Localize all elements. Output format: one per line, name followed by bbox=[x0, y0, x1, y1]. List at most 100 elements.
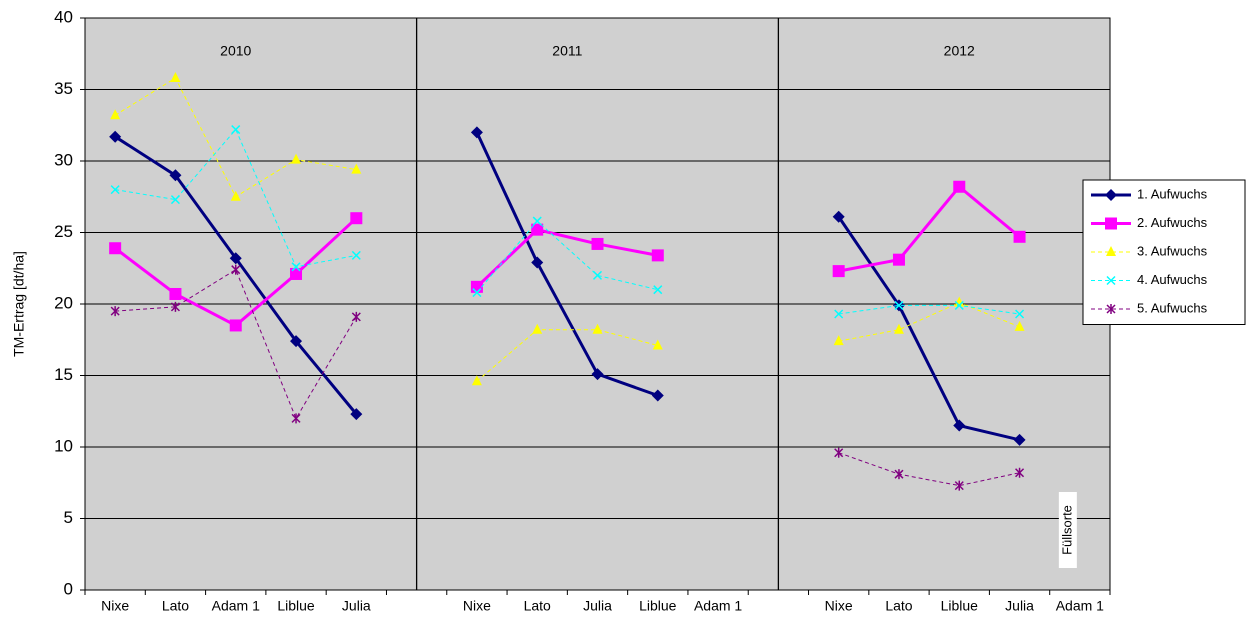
marker bbox=[833, 335, 844, 346]
marker bbox=[1106, 246, 1116, 256]
x-tick-label: Adam 1 bbox=[694, 598, 742, 614]
marker bbox=[591, 237, 604, 250]
x-tick-label: Nixe bbox=[825, 598, 853, 614]
x-tick-label: Lato bbox=[885, 598, 912, 614]
x-tick-label: Julia bbox=[1005, 598, 1034, 614]
marker bbox=[954, 300, 964, 310]
marker-shape bbox=[350, 408, 363, 421]
marker-shape bbox=[109, 242, 122, 255]
marker bbox=[832, 265, 845, 278]
marker-shape bbox=[954, 300, 964, 310]
y-tick-label: 10 bbox=[54, 436, 73, 455]
marker bbox=[531, 256, 544, 269]
marker-shape bbox=[229, 319, 242, 332]
marker bbox=[592, 323, 603, 334]
x-tick-label: Julia bbox=[583, 598, 612, 614]
marker bbox=[1015, 309, 1025, 319]
marker-shape bbox=[592, 323, 603, 334]
marker-shape bbox=[532, 216, 542, 226]
marker bbox=[1105, 189, 1117, 201]
marker bbox=[1105, 217, 1117, 230]
marker bbox=[229, 252, 242, 265]
marker-shape bbox=[953, 419, 966, 432]
x-tick-label: Liblue bbox=[277, 598, 315, 614]
marker bbox=[893, 323, 904, 334]
marker bbox=[170, 195, 180, 205]
marker bbox=[471, 375, 482, 386]
marker bbox=[291, 413, 301, 424]
x-tick-label: Lato bbox=[162, 598, 189, 614]
marker bbox=[832, 210, 845, 223]
marker-shape bbox=[110, 109, 121, 120]
marker bbox=[231, 264, 241, 275]
y-tick-label: 5 bbox=[64, 508, 73, 527]
marker-shape bbox=[1106, 275, 1116, 286]
marker-shape bbox=[290, 267, 303, 280]
marker-shape bbox=[653, 285, 663, 295]
marker bbox=[954, 296, 965, 307]
marker-shape bbox=[470, 126, 483, 139]
marker bbox=[169, 287, 182, 300]
marker-shape bbox=[230, 190, 241, 201]
marker bbox=[531, 223, 544, 236]
marker bbox=[230, 190, 241, 201]
marker-shape bbox=[1105, 189, 1117, 201]
x-tick-label: Lato bbox=[524, 598, 551, 614]
marker-shape bbox=[1105, 217, 1117, 230]
marker bbox=[651, 389, 664, 402]
annotation-box bbox=[1058, 492, 1077, 568]
y-tick-label: 25 bbox=[54, 222, 73, 241]
marker bbox=[350, 408, 363, 421]
marker bbox=[592, 270, 603, 280]
marker bbox=[110, 109, 121, 120]
y-axis-label: TM-Ertrag [dt/ha] bbox=[11, 251, 27, 357]
marker-shape bbox=[290, 335, 303, 348]
x-tick-label: Liblue bbox=[639, 598, 677, 614]
marker bbox=[1013, 433, 1026, 446]
marker bbox=[110, 306, 120, 317]
marker bbox=[351, 311, 361, 322]
x-tick-label: Nixe bbox=[463, 598, 491, 614]
marker-shape bbox=[894, 300, 904, 310]
marker bbox=[953, 419, 966, 432]
marker-shape bbox=[954, 296, 965, 307]
marker-shape bbox=[472, 288, 482, 298]
marker-shape bbox=[651, 249, 664, 262]
marker bbox=[470, 126, 483, 139]
marker-shape bbox=[291, 153, 302, 164]
marker-shape bbox=[110, 185, 120, 195]
marker bbox=[229, 319, 242, 332]
marker-shape bbox=[834, 309, 844, 319]
marker bbox=[1013, 230, 1026, 243]
marker-shape bbox=[652, 339, 663, 350]
y-tick-label: 40 bbox=[54, 7, 73, 26]
marker-shape bbox=[1013, 433, 1026, 446]
group-label: 2012 bbox=[944, 43, 975, 59]
marker-shape bbox=[531, 223, 544, 236]
marker bbox=[351, 250, 361, 260]
marker bbox=[109, 130, 122, 143]
marker bbox=[653, 285, 663, 295]
x-tick-label: Adam 1 bbox=[212, 598, 260, 614]
marker-shape bbox=[532, 323, 543, 334]
marker-shape bbox=[892, 253, 905, 266]
marker bbox=[170, 72, 181, 83]
marker bbox=[291, 262, 301, 272]
series-line bbox=[115, 128, 1020, 315]
marker bbox=[834, 447, 844, 458]
legend-label: 4. Aufwuchs bbox=[1137, 272, 1208, 287]
marker bbox=[290, 335, 303, 348]
x-tick-label: Adam 1 bbox=[1056, 598, 1104, 614]
marker bbox=[1106, 275, 1116, 286]
x-tick-label: Julia bbox=[342, 598, 371, 614]
marker-shape bbox=[170, 195, 180, 205]
marker-shape bbox=[351, 250, 361, 260]
annotation: Füllsorte bbox=[1059, 505, 1074, 555]
marker bbox=[651, 249, 664, 262]
legend-label: 3. Aufwuchs bbox=[1137, 243, 1208, 258]
y-tick-label: 0 bbox=[64, 579, 73, 598]
marker bbox=[350, 212, 363, 225]
marker-shape bbox=[170, 72, 181, 83]
y-tick-label: 15 bbox=[54, 365, 73, 384]
